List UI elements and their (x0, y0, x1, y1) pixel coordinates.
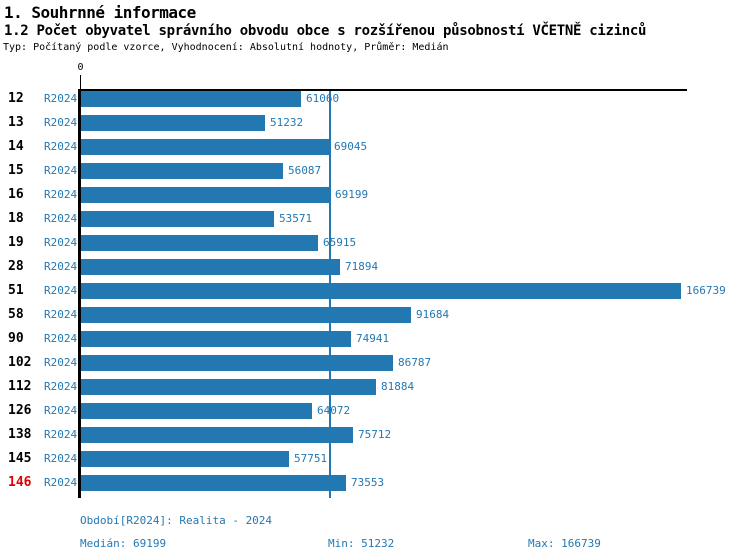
x-axis-zero-tick-mark (80, 75, 81, 90)
value-bar (81, 379, 376, 395)
row-series-label: R2024 (44, 284, 78, 297)
row-series-label: R2024 (44, 428, 78, 441)
indicator-subtitle: 1.2 Počet obyvatel správního obvodu obce… (4, 23, 647, 39)
row-category-label: 16 (8, 187, 24, 202)
page-title: 1. Souhrnné informace (4, 3, 196, 22)
row-series-label: R2024 (44, 236, 78, 249)
chart-row: 146 R2024 73553 (0, 475, 750, 491)
bar-value-label: 91684 (416, 308, 450, 321)
period-label: Období[R2024]: Realita - 2024 (80, 514, 273, 527)
value-bar (81, 211, 274, 227)
row-category-label: 14 (8, 139, 24, 154)
y-axis-line (78, 89, 81, 498)
value-bar (81, 451, 289, 467)
chart-row: 18 R2024 53571 (0, 211, 750, 227)
row-category-label: 12 (8, 91, 24, 106)
chart-row: 112 R2024 81884 (0, 379, 750, 395)
bar-value-label: 71894 (345, 260, 379, 273)
min-stat-label: Min: 51232 (328, 537, 395, 550)
x-axis-line (80, 89, 687, 91)
chart-row: 126 R2024 64072 (0, 403, 750, 419)
bar-value-label: 69199 (335, 188, 369, 201)
row-category-label: 13 (8, 115, 24, 130)
row-series-label: R2024 (44, 140, 78, 153)
chart-row: 19 R2024 65915 (0, 235, 750, 251)
chart-row: 15 R2024 56087 (0, 163, 750, 179)
value-bar (81, 403, 312, 419)
bar-value-label: 74941 (356, 332, 390, 345)
row-category-label: 90 (8, 331, 24, 346)
row-series-label: R2024 (44, 116, 78, 129)
row-series-label: R2024 (44, 404, 78, 417)
chart-row: 16 R2024 69199 (0, 187, 750, 203)
row-category-label: 51 (8, 283, 24, 298)
value-bar (81, 307, 411, 323)
row-series-label: R2024 (44, 164, 78, 177)
row-category-label: 18 (8, 211, 24, 226)
bar-value-label: 73553 (351, 476, 385, 489)
row-series-label: R2024 (44, 380, 78, 393)
median-stat-label: Medián: 69199 (80, 537, 167, 550)
bar-value-label: 65915 (323, 236, 357, 249)
value-bar (81, 187, 330, 203)
chart-row: 14 R2024 69045 (0, 139, 750, 155)
bar-value-label: 69045 (334, 140, 368, 153)
chart-row: 145 R2024 57751 (0, 451, 750, 467)
value-bar (81, 427, 353, 443)
chart-row: 58 R2024 91684 (0, 307, 750, 323)
chart-row: 12 R2024 61060 (0, 91, 750, 107)
chart-row: 138 R2024 75712 (0, 427, 750, 443)
chart-row: 13 R2024 51232 (0, 115, 750, 131)
bar-value-label: 57751 (294, 452, 328, 465)
row-series-label: R2024 (44, 260, 78, 273)
row-category-label: 146 (8, 475, 32, 490)
value-bar (81, 331, 351, 347)
row-category-label: 58 (8, 307, 24, 322)
value-bar (81, 139, 329, 155)
row-category-label: 28 (8, 259, 24, 274)
row-category-label: 102 (8, 355, 32, 370)
bar-value-label: 81884 (381, 380, 415, 393)
chart-row: 51 R2024 166739 (0, 283, 750, 299)
value-bar (81, 259, 340, 275)
value-bar (81, 91, 301, 107)
row-category-label: 126 (8, 403, 32, 418)
chart-row: 28 R2024 71894 (0, 259, 750, 275)
row-series-label: R2024 (44, 356, 78, 369)
row-category-label: 19 (8, 235, 24, 250)
max-stat-label: Max: 166739 (528, 537, 601, 550)
value-bar (81, 115, 265, 131)
row-series-label: R2024 (44, 92, 78, 105)
bar-value-label: 64072 (317, 404, 351, 417)
row-series-label: R2024 (44, 452, 78, 465)
row-series-label: R2024 (44, 212, 78, 225)
value-bar (81, 283, 681, 299)
value-bar (81, 355, 393, 371)
chart-row: 90 R2024 74941 (0, 331, 750, 347)
bar-value-label: 75712 (358, 428, 392, 441)
bar-value-label: 56087 (288, 164, 322, 177)
row-series-label: R2024 (44, 332, 78, 345)
bar-value-label: 61060 (306, 92, 340, 105)
indicator-meta-line: Typ: Počítaný podle vzorce, Vyhodnocení:… (3, 42, 449, 53)
value-bar (81, 163, 283, 179)
value-bar (81, 475, 346, 491)
row-category-label: 138 (8, 427, 32, 442)
bar-value-label: 86787 (398, 356, 432, 369)
bar-value-label: 51232 (270, 116, 304, 129)
bar-value-label: 166739 (686, 284, 726, 297)
value-bar (81, 235, 318, 251)
x-axis-zero-tick-label: 0 (77, 62, 84, 73)
row-series-label: R2024 (44, 476, 78, 489)
row-series-label: R2024 (44, 308, 78, 321)
chart-row: 102 R2024 86787 (0, 355, 750, 371)
row-category-label: 15 (8, 163, 24, 178)
row-category-label: 112 (8, 379, 32, 394)
bar-value-label: 53571 (279, 212, 313, 225)
row-series-label: R2024 (44, 188, 78, 201)
row-category-label: 145 (8, 451, 32, 466)
